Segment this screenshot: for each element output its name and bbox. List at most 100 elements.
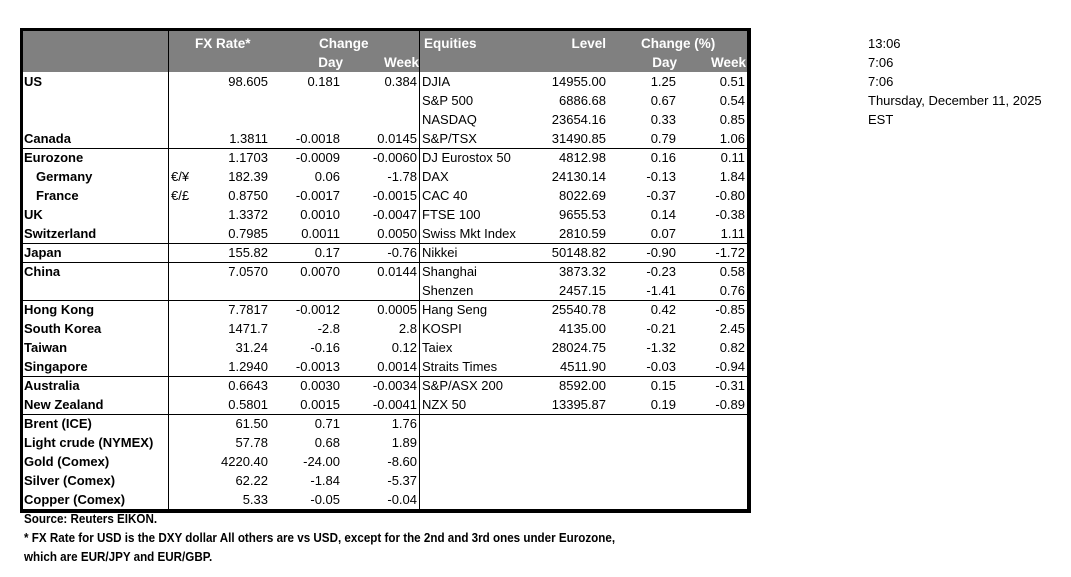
equity-change-week: -0.85 xyxy=(715,302,745,317)
fx-change-week: 0.384 xyxy=(384,74,417,89)
equity-change-day: -0.21 xyxy=(646,321,676,336)
row-label: Japan xyxy=(24,245,62,260)
header-equities: Equities xyxy=(424,36,477,51)
fx-change-week: 0.0005 xyxy=(377,302,417,317)
row-label: Germany xyxy=(36,169,93,184)
fx-rate: 0.6643 xyxy=(228,378,268,393)
time-2: 7:06 xyxy=(868,55,894,70)
fx-change-day: -24.00 xyxy=(303,454,340,469)
fx-rate: 7.7817 xyxy=(228,302,268,317)
equity-name: S&P/TSX xyxy=(422,131,477,146)
equity-change-day: -1.32 xyxy=(646,340,676,355)
header-fx-rate: FX Rate* xyxy=(195,36,251,51)
equity-change-day: 0.42 xyxy=(650,302,676,317)
equity-level: 28024.75 xyxy=(551,340,606,355)
equity-change-day: 0.14 xyxy=(650,207,676,222)
row-label: Brent (ICE) xyxy=(24,416,92,431)
fx-rate: 1.1703 xyxy=(228,150,268,165)
fx-change-week: -1.78 xyxy=(387,169,417,184)
fx-change-week: 0.0144 xyxy=(377,264,417,279)
fx-change-week: -0.04 xyxy=(387,492,417,507)
equity-change-day: -1.41 xyxy=(646,283,676,298)
fx-change-day: 0.71 xyxy=(314,416,340,431)
fx-change-day: -0.05 xyxy=(310,492,340,507)
fx-change-week: 0.0014 xyxy=(377,359,417,374)
fx-rate: 1.3811 xyxy=(229,131,268,146)
equity-name: Shenzen xyxy=(422,283,474,298)
equity-change-day: -0.23 xyxy=(646,264,676,279)
fx-change-week: 0.12 xyxy=(391,340,417,355)
fx-change-day: 0.06 xyxy=(314,169,340,184)
equity-change-day: -0.90 xyxy=(646,245,676,260)
equity-change-week: 0.51 xyxy=(719,74,745,89)
equity-change-week: 1.84 xyxy=(719,169,745,184)
equity-name: Swiss Mkt Index xyxy=(422,226,516,241)
fx-change-week: 1.76 xyxy=(391,416,417,431)
fx-rate: 62.22 xyxy=(235,473,268,488)
equity-name: NZX 50 xyxy=(422,397,467,412)
row-label: France xyxy=(36,188,79,203)
equity-level: 23654.16 xyxy=(551,112,606,127)
fx-rate: 98.605 xyxy=(228,74,268,89)
equity-level: 4135.00 xyxy=(559,321,606,336)
row-label: Canada xyxy=(24,131,71,146)
equity-change-week: 0.85 xyxy=(719,112,745,127)
row-label: Silver (Comex) xyxy=(24,473,116,488)
equity-change-week: -1.72 xyxy=(715,245,745,260)
currency-pair: €/¥ xyxy=(171,169,190,184)
row-label: US xyxy=(24,74,43,89)
fx-change-week: -8.60 xyxy=(387,454,417,469)
row-label: Gold (Comex) xyxy=(24,454,110,469)
fx-rate: 61.50 xyxy=(235,416,268,431)
row-label: China xyxy=(24,264,61,279)
equity-change-week: 1.11 xyxy=(720,226,745,241)
fx-rate: 155.82 xyxy=(228,245,268,260)
equity-change-day: 0.67 xyxy=(650,93,676,108)
footnote-line2: which are EUR/JPY and EUR/GBP. xyxy=(24,550,213,564)
equity-name: KOSPI xyxy=(422,321,462,336)
equity-level: 25540.78 xyxy=(551,302,606,317)
equity-change-week: -0.89 xyxy=(715,397,745,412)
header-level: Level xyxy=(571,36,606,51)
footnote-line1: * FX Rate for USD is the DXY dollar All … xyxy=(24,531,616,545)
divider xyxy=(23,376,747,377)
fx-rate: 0.7985 xyxy=(228,226,268,241)
header-change-pct: Change (%) xyxy=(641,36,716,51)
fx-change-day: 0.181 xyxy=(307,74,340,89)
equity-level: 2457.15 xyxy=(559,283,606,298)
fx-rate: 5.33 xyxy=(242,492,268,507)
divider xyxy=(419,31,420,509)
fx-change-day: 0.0070 xyxy=(300,264,340,279)
row-label: Singapore xyxy=(24,359,88,374)
fx-change-week: -0.0034 xyxy=(372,378,417,393)
fx-rate: 57.78 xyxy=(235,435,268,450)
equity-name: CAC 40 xyxy=(422,188,468,203)
fx-change-day: -0.0017 xyxy=(295,188,340,203)
equity-change-day: 0.07 xyxy=(650,226,676,241)
equity-level: 13395.87 xyxy=(551,397,606,412)
equity-level: 4511.90 xyxy=(559,359,606,374)
row-label: Copper (Comex) xyxy=(24,492,126,507)
equity-change-week: 1.06 xyxy=(719,131,745,146)
fx-rate: 7.0570 xyxy=(228,264,268,279)
timezone-label: EST xyxy=(868,112,894,127)
table-header: FX Rate* Change Day Week Equities Level … xyxy=(23,31,747,72)
time-3: 7:06 xyxy=(868,74,894,89)
fx-rate: 0.5801 xyxy=(228,397,268,412)
fx-rate: 1471.7 xyxy=(228,321,268,336)
divider xyxy=(23,300,747,301)
fx-change-day: 0.68 xyxy=(314,435,340,450)
equity-level: 9655.53 xyxy=(559,207,606,222)
fx-change-day: 0.0030 xyxy=(300,378,340,393)
equity-name: S&P/ASX 200 xyxy=(422,378,503,393)
fx-change-week: 0.0050 xyxy=(377,226,417,241)
header-eq-week: Week xyxy=(710,55,746,70)
fx-rate: 4220.40 xyxy=(221,454,268,469)
equity-level: 31490.85 xyxy=(551,131,606,146)
divider xyxy=(23,148,747,149)
currency-pair: €/£ xyxy=(171,188,190,203)
header-day: Day xyxy=(318,55,343,70)
header-week: Week xyxy=(383,55,419,70)
equity-level: 14955.00 xyxy=(551,74,606,89)
fx-change-day: -0.0018 xyxy=(295,131,340,146)
